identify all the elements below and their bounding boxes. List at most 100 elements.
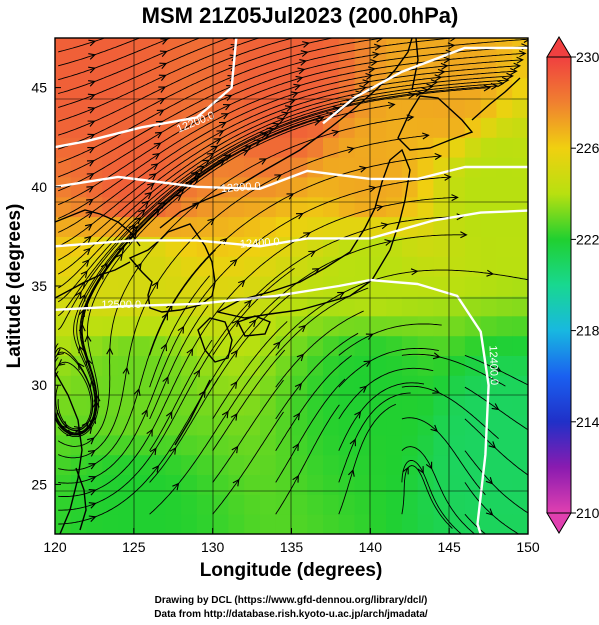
streamline-arrow [133,388,141,396]
streamline-arrow [48,404,54,411]
streamline-arrow [186,348,193,356]
streamline-arrow [346,146,355,154]
colorbar-top-arrow [546,36,572,58]
x-tick-label: 150 [516,539,540,555]
grid-lines [55,38,528,534]
contour-line [55,278,490,534]
streamline-arrow [443,56,452,64]
streamline [58,65,520,247]
temperature-field [55,38,528,534]
streamline-arrow [434,74,443,82]
streamline-arrow [308,250,317,258]
streamline-arrow [222,104,231,111]
streamline-arrow [87,449,96,457]
streamline [338,323,442,356]
streamline-arrow [259,132,268,139]
streamline-arrow [523,38,528,43]
streamline-arrow [88,80,96,87]
streamline-arrow [88,66,96,74]
streamline-arrow [316,115,325,123]
contour-label: 12400.0 [240,236,281,251]
colorbar-tick-label: 210 [576,505,599,521]
streamline-arrow [213,138,222,145]
streamline-arrow [297,67,306,75]
streamline-arrow [372,51,381,59]
x-tick-label: 125 [122,539,146,555]
streamline [58,52,526,219]
streamline [275,355,352,451]
y-axis: 25 30 35 40 45 [31,80,61,492]
streamline-arrow [493,365,502,372]
streamline [464,450,528,514]
contour-line [55,38,238,149]
streamline-arrow [384,239,393,246]
streamline-arrow [146,428,153,437]
x-axis: 120 125 130 135 140 145 150 [43,528,540,555]
streamline-arrow [295,213,304,220]
streamline-arrow [332,106,341,113]
streamline-arrow [87,437,95,445]
streamline [58,38,261,122]
streamline-arrow [293,412,301,421]
streamline-arrow [374,43,382,51]
streamline [149,249,216,356]
streamline-arrow [444,173,452,181]
streamline-arrow [231,319,239,328]
streamline-arrow [230,349,238,358]
streamline-arrow [159,50,168,57]
streamline-arrow [274,174,283,181]
streamline-arrow [83,247,91,256]
streamline-arrow [80,270,88,278]
streamline-arrow [230,258,238,267]
streamline-arrow [430,79,439,87]
streamline-arrow [485,508,494,516]
streamline-arrow [348,468,355,477]
streamline-arrow [516,56,524,64]
streamline-arrow [133,216,142,225]
streamline-arrow [489,536,496,542]
streamline-arrow [159,62,168,70]
streamline-arrow [365,72,374,80]
streamline-arrow [230,412,238,421]
streamline-arrow [272,122,281,130]
streamline-arrow [56,348,64,356]
streamline-arrow [77,362,85,370]
streamline [212,411,284,515]
contour-label: 12500.0 [101,299,141,311]
streamline-arrow [151,281,159,289]
streamline-arrow [249,319,257,327]
contour-label: 12300.0 [221,180,262,195]
streamline-arrow [89,415,97,424]
y-tick-label: 45 [31,80,47,96]
streamline-arrow [92,400,100,408]
streamline-arrow [88,463,97,470]
streamline [57,103,395,438]
streamline-arrow [451,27,457,33]
streamline [275,404,340,515]
y-tick-label: 25 [31,476,47,492]
contour-line [55,209,528,248]
streamline-arrow [292,443,299,451]
streamline-arrow [47,396,53,402]
colorbar-tick-label: 214 [576,414,599,430]
streamline [149,275,210,388]
colorbar-tick-label: 230 [576,49,599,65]
streamline-arrow [281,111,290,119]
streamline-arrow [86,185,95,193]
streamline [401,353,506,387]
contour-label: 12400.0 [487,345,500,385]
x-axis-label: Longitude (degrees) [200,560,383,581]
streamline-arrow [296,353,305,362]
streamline [464,482,520,534]
streamline [58,134,429,459]
streamline-arrow [434,152,443,160]
streamline-arrow [87,93,96,101]
streamline [212,293,291,388]
streamline-arrow [426,83,435,91]
streamline-arrow [375,204,384,212]
streamline [55,113,334,435]
streamline [58,196,458,497]
streamline-arrow [447,42,456,50]
streamline-arrow [518,50,527,58]
